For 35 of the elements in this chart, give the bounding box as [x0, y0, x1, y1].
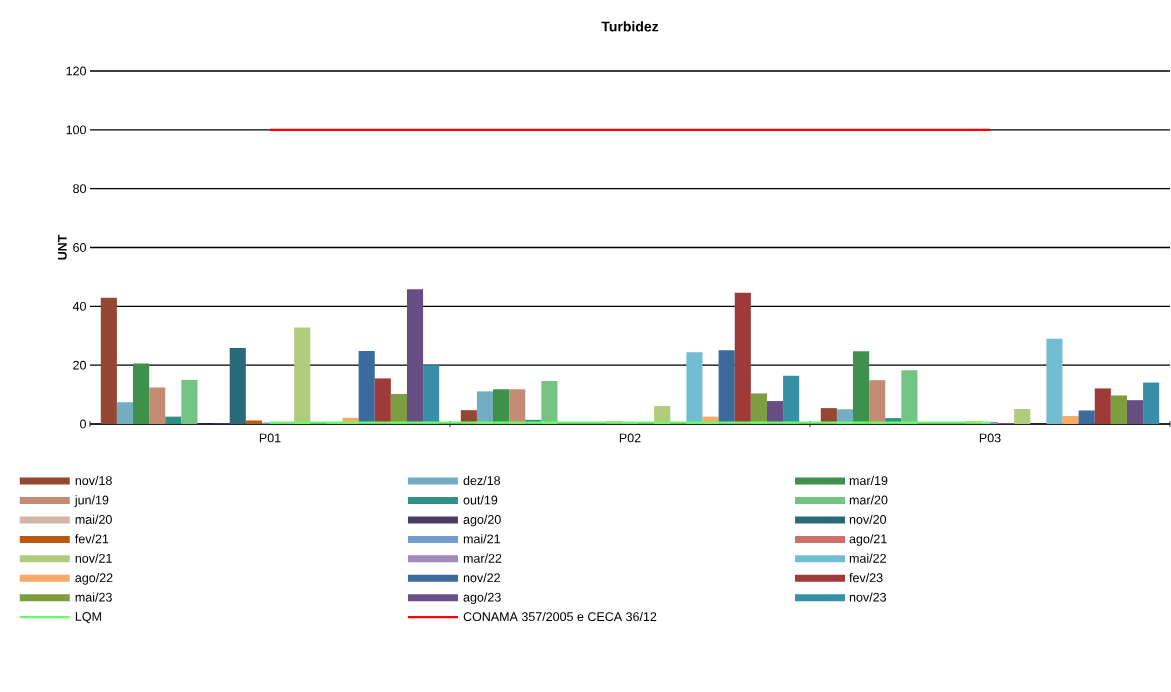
- x-tick-label: P03: [979, 433, 1001, 443]
- legend-label: mar/22: [463, 553, 502, 563]
- legend-label: mai/20: [75, 514, 112, 524]
- x-tick-label: P02: [619, 433, 641, 443]
- y-tick-label: 20: [73, 360, 86, 370]
- y-tick-label: 120: [66, 66, 86, 76]
- legend-label: ago/21: [849, 534, 887, 546]
- y-tick-label: 60: [73, 243, 86, 252]
- legend-label: fev/23: [849, 573, 883, 583]
- y-tick-label: 40: [72, 301, 86, 311]
- legend-label: ago/22: [75, 573, 113, 585]
- legend-label: nov/21: [75, 553, 112, 563]
- legend-label: nov/20: [849, 514, 887, 524]
- legend-label: mai/21: [463, 534, 500, 544]
- legend-label: ago/23: [463, 592, 501, 605]
- y-tick-label: 100: [66, 125, 86, 135]
- legend-label: mai/23: [75, 592, 112, 602]
- y-axis-title: UNT: [58, 234, 67, 260]
- legend-label: LQM: [75, 612, 101, 624]
- legend-label: mai/22: [849, 553, 886, 563]
- legend-label: jun/19: [74, 495, 109, 507]
- legend-label: mar/20: [849, 495, 888, 505]
- legend-label: ago/20: [463, 514, 501, 527]
- legend-label: nov/22: [463, 573, 500, 583]
- y-tick-label: 0: [80, 419, 86, 429]
- y-tick-label: 80: [73, 184, 86, 194]
- legend-label: nov/18: [75, 475, 112, 486]
- x-tick-label: P01: [259, 433, 281, 443]
- legend-label: nov/23: [849, 592, 887, 602]
- legend-label: CONAMA 357/2005 e CECA 36/12: [463, 611, 657, 622]
- legend-label: dez/18: [463, 475, 501, 486]
- chart-title: Turbidez: [601, 21, 659, 32]
- legend-label: fev/21: [75, 534, 109, 544]
- legend-label: out/19: [463, 495, 498, 505]
- legend-label: mar/19: [849, 475, 888, 486]
